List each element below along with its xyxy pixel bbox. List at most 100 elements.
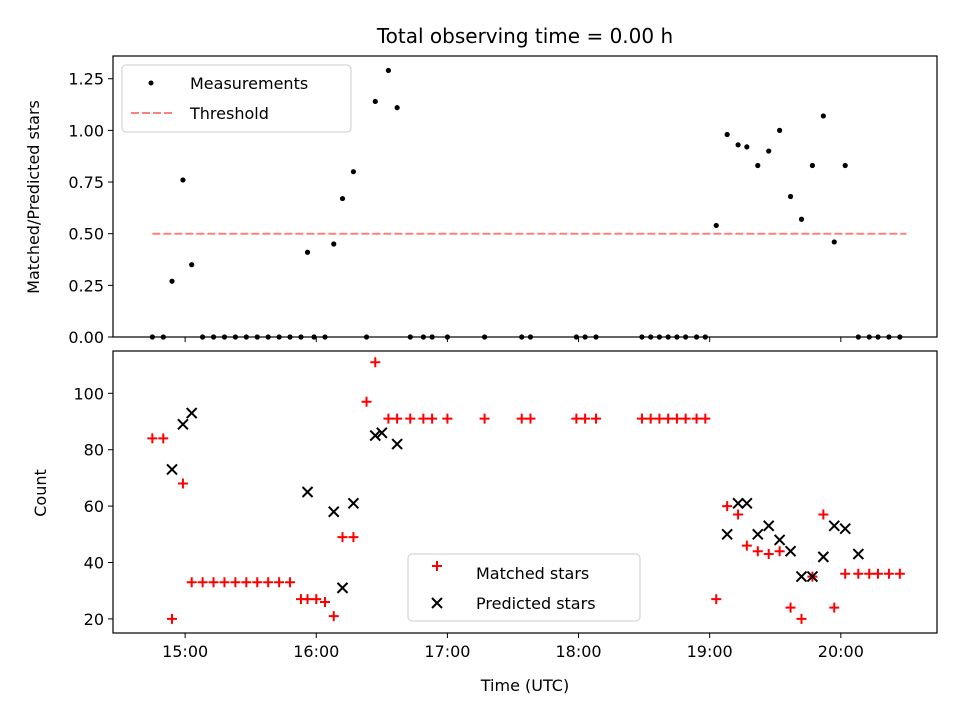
bottom-legend: Matched stars Predicted stars xyxy=(407,553,641,622)
matched-star-point xyxy=(427,413,438,424)
legend-threshold-label: Threshold xyxy=(189,104,269,123)
bottom-xtick-label: 18:00 xyxy=(555,642,601,661)
bottom-xtick-label: 15:00 xyxy=(162,642,208,661)
matched-star-point xyxy=(348,532,359,543)
matched-star-point xyxy=(241,577,252,588)
measurement-point xyxy=(766,148,772,154)
matched-star-point xyxy=(479,413,490,424)
matched-star-point xyxy=(197,577,208,588)
bottom-ytick-label: 60 xyxy=(84,497,104,516)
top-legend: Measurements Threshold xyxy=(121,64,352,133)
matched-star-point xyxy=(829,602,840,613)
matched-star-point xyxy=(763,549,774,560)
predicted-star-point xyxy=(166,463,178,476)
measurement-point xyxy=(331,241,337,247)
predicted-star-point xyxy=(721,528,733,541)
bottom-panel: Count Time (UTC) 20 40 60 80 100 15:00 16:00 17… xyxy=(31,350,938,695)
measurement-point xyxy=(189,262,195,268)
measurement-point xyxy=(350,169,357,175)
predicted-star-point xyxy=(376,427,388,439)
measurement-point xyxy=(842,162,848,169)
matched-star-point xyxy=(230,577,241,588)
bottom-ytick-label: 40 xyxy=(84,554,104,573)
matched-star-point xyxy=(840,568,851,579)
bottom-xtick-label: 17:00 xyxy=(424,642,470,661)
matched-star-point xyxy=(785,602,796,613)
legend-measurements-label: Measurements xyxy=(190,74,308,93)
measurement-point xyxy=(372,98,378,105)
predicted-star-point xyxy=(741,497,753,509)
matched-star-point xyxy=(252,577,263,588)
measurement-point xyxy=(831,239,837,245)
matched-star-point xyxy=(405,413,416,424)
matched-star-point xyxy=(700,413,711,424)
measurement-point xyxy=(755,162,761,169)
predicted-star-point xyxy=(328,506,340,518)
top-ytick-label: 1.25 xyxy=(68,70,104,89)
top-panel: Total observing time = 0.00 h Matched/Pr… xyxy=(24,24,938,347)
matched-star-point xyxy=(208,577,219,588)
measurement-point xyxy=(385,67,391,74)
matched-star-point xyxy=(796,613,807,624)
predicted-star-point xyxy=(784,545,797,557)
bottom-xtick-label: 20:00 xyxy=(818,642,864,661)
matched-star-point xyxy=(872,568,883,579)
matched-star-point xyxy=(383,413,394,424)
bottom-xtick-label: 16:00 xyxy=(293,642,339,661)
matched-star-point xyxy=(752,546,763,557)
measurement-point xyxy=(713,222,719,229)
predicted-star-point xyxy=(301,486,314,498)
bottom-ytick-label: 80 xyxy=(84,441,104,460)
measurement-point xyxy=(394,105,400,111)
matched-star-point xyxy=(442,413,453,424)
measurement-point xyxy=(777,127,783,133)
matched-star-point xyxy=(158,433,169,444)
matched-star-point xyxy=(636,413,647,424)
top-ylabel: Matched/Predicted stars xyxy=(24,100,43,294)
predicted-star-point xyxy=(391,438,403,450)
top-ytick-label: 1.00 xyxy=(68,121,104,140)
measurement-point xyxy=(180,177,186,183)
measurement-point xyxy=(735,142,741,148)
predicted-star-point xyxy=(752,528,764,541)
measurement-point xyxy=(724,131,730,138)
matched-star-point xyxy=(883,568,894,579)
matched-star-point xyxy=(147,433,158,444)
bottom-ylabel: Count xyxy=(31,469,50,517)
matched-star-point xyxy=(591,413,602,424)
predicted-star-point xyxy=(773,534,786,546)
bottom-ytick-label: 100 xyxy=(73,384,104,403)
matched-star-point xyxy=(337,532,348,543)
top-ytick-label: 0.50 xyxy=(68,225,104,244)
top-axes-frame xyxy=(112,55,938,338)
matched-star-point xyxy=(263,577,274,588)
measurement-point xyxy=(744,144,750,150)
bottom-axes-frame xyxy=(112,350,938,634)
top-title: Total observing time = 0.00 h xyxy=(376,24,673,48)
legend-measurements-marker xyxy=(148,80,154,86)
measurement-point xyxy=(809,162,816,169)
matched-star-point xyxy=(177,478,188,489)
matched-star-point xyxy=(864,568,875,579)
matched-star-point xyxy=(853,568,864,579)
matched-star-point xyxy=(671,413,682,424)
predicted-star-point xyxy=(369,429,381,442)
measurement-point xyxy=(787,193,794,200)
predicted-star-point xyxy=(347,497,360,509)
legend-matched-marker xyxy=(432,561,442,571)
matched-star-point xyxy=(328,611,339,622)
predicted-star-point xyxy=(828,520,840,532)
predicted-star-point xyxy=(762,520,775,532)
matched-star-point xyxy=(516,413,527,424)
matched-star-point xyxy=(722,501,733,512)
predicted-star-point xyxy=(185,407,198,419)
matched-star-point xyxy=(580,413,591,424)
matched-star-point xyxy=(320,596,331,607)
matched-star-point xyxy=(691,413,702,424)
predicted-star-point xyxy=(806,570,819,583)
matched-star-point xyxy=(370,357,381,368)
matched-star-point xyxy=(361,396,372,407)
matched-star-point xyxy=(654,413,665,424)
legend-predicted-label: Predicted stars xyxy=(476,594,596,613)
